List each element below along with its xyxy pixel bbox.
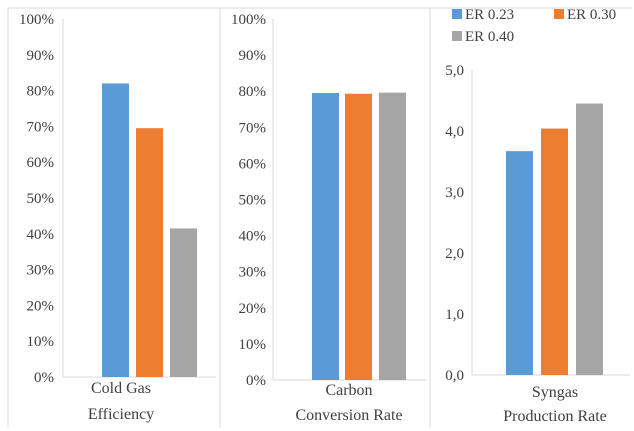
y-tick-label: 60% bbox=[239, 156, 267, 172]
bar-er-023 bbox=[102, 83, 129, 377]
legend-swatch bbox=[452, 31, 462, 41]
y-tick-label: 40% bbox=[239, 229, 267, 245]
y-tick-label: 0,0 bbox=[445, 368, 464, 384]
category-label: Production Rate bbox=[503, 408, 607, 425]
y-tick-label: 70% bbox=[239, 120, 267, 136]
y-tick-label: 4,0 bbox=[445, 124, 464, 140]
y-tick-label: 10% bbox=[239, 337, 267, 353]
y-tick-label: 30% bbox=[27, 263, 55, 279]
legend-swatch bbox=[554, 9, 564, 19]
bar-er-040 bbox=[576, 103, 603, 376]
y-tick-label: 90% bbox=[239, 48, 267, 64]
category-label: Carbon bbox=[325, 382, 372, 399]
y-tick-label: 20% bbox=[27, 298, 55, 314]
y-tick-label: 60% bbox=[27, 155, 55, 171]
bar-er-030 bbox=[541, 128, 568, 375]
y-tick-label: 90% bbox=[27, 48, 55, 64]
legend-swatch bbox=[452, 9, 462, 19]
y-tick-label: 50% bbox=[27, 191, 55, 207]
bar-er-023 bbox=[312, 93, 339, 380]
chart-panel-1: 0% 10% 20% 30% 40% 50% 60% 70% 80% 90% 100% Cold Ga… bbox=[19, 12, 216, 423]
category-label: Conversion Rate bbox=[295, 407, 402, 424]
y-tick-label: 30% bbox=[239, 265, 267, 281]
y-tick-label: 40% bbox=[27, 227, 55, 243]
chart-panel-3: 0,0 1,0 2,0 3,0 4,0 5,0 Syngas Production Rate bbox=[445, 63, 630, 425]
y-tick-label: 0% bbox=[246, 373, 266, 389]
category-label: Cold Gas bbox=[91, 380, 151, 397]
y-tick-label: 0% bbox=[34, 370, 54, 386]
y-tick-label: 50% bbox=[239, 193, 267, 209]
legend-label: ER 0.40 bbox=[465, 29, 514, 45]
y-tick-label: 100% bbox=[19, 12, 54, 28]
bar-er-030 bbox=[136, 128, 163, 377]
bar-er-040 bbox=[379, 92, 406, 381]
bar-er-023 bbox=[506, 151, 533, 375]
y-tick-label: 10% bbox=[27, 334, 55, 350]
y-tick-label: 2,0 bbox=[445, 246, 464, 262]
legend: ER 0.23 ER 0.30 ER 0.40 bbox=[452, 7, 616, 45]
legend-item: ER 0.30 bbox=[554, 7, 616, 23]
legend-item: ER 0.40 bbox=[452, 29, 514, 45]
y-tick-label: 80% bbox=[27, 84, 55, 100]
y-tick-label: 3,0 bbox=[445, 185, 464, 201]
legend-item: ER 0.23 bbox=[452, 7, 514, 23]
y-tick-label: 20% bbox=[239, 301, 267, 317]
bar-er-030 bbox=[345, 93, 372, 381]
y-tick-label: 100% bbox=[231, 12, 266, 28]
y-tick-label: 1,0 bbox=[445, 307, 464, 323]
bar-er-040 bbox=[170, 228, 197, 377]
category-label: Efficiency bbox=[88, 406, 154, 423]
legend-label: ER 0.30 bbox=[567, 7, 616, 23]
legend-label: ER 0.23 bbox=[465, 7, 514, 23]
y-tick-label: 70% bbox=[27, 119, 55, 135]
chart-panel-2: 0% 10% 20% 30% 40% 50% 60% 70% 80% 90% 100% Carbon C… bbox=[231, 12, 427, 424]
y-tick-label: 5,0 bbox=[445, 63, 464, 79]
y-tick-label: 80% bbox=[239, 84, 267, 100]
category-label: Syngas bbox=[532, 384, 578, 401]
